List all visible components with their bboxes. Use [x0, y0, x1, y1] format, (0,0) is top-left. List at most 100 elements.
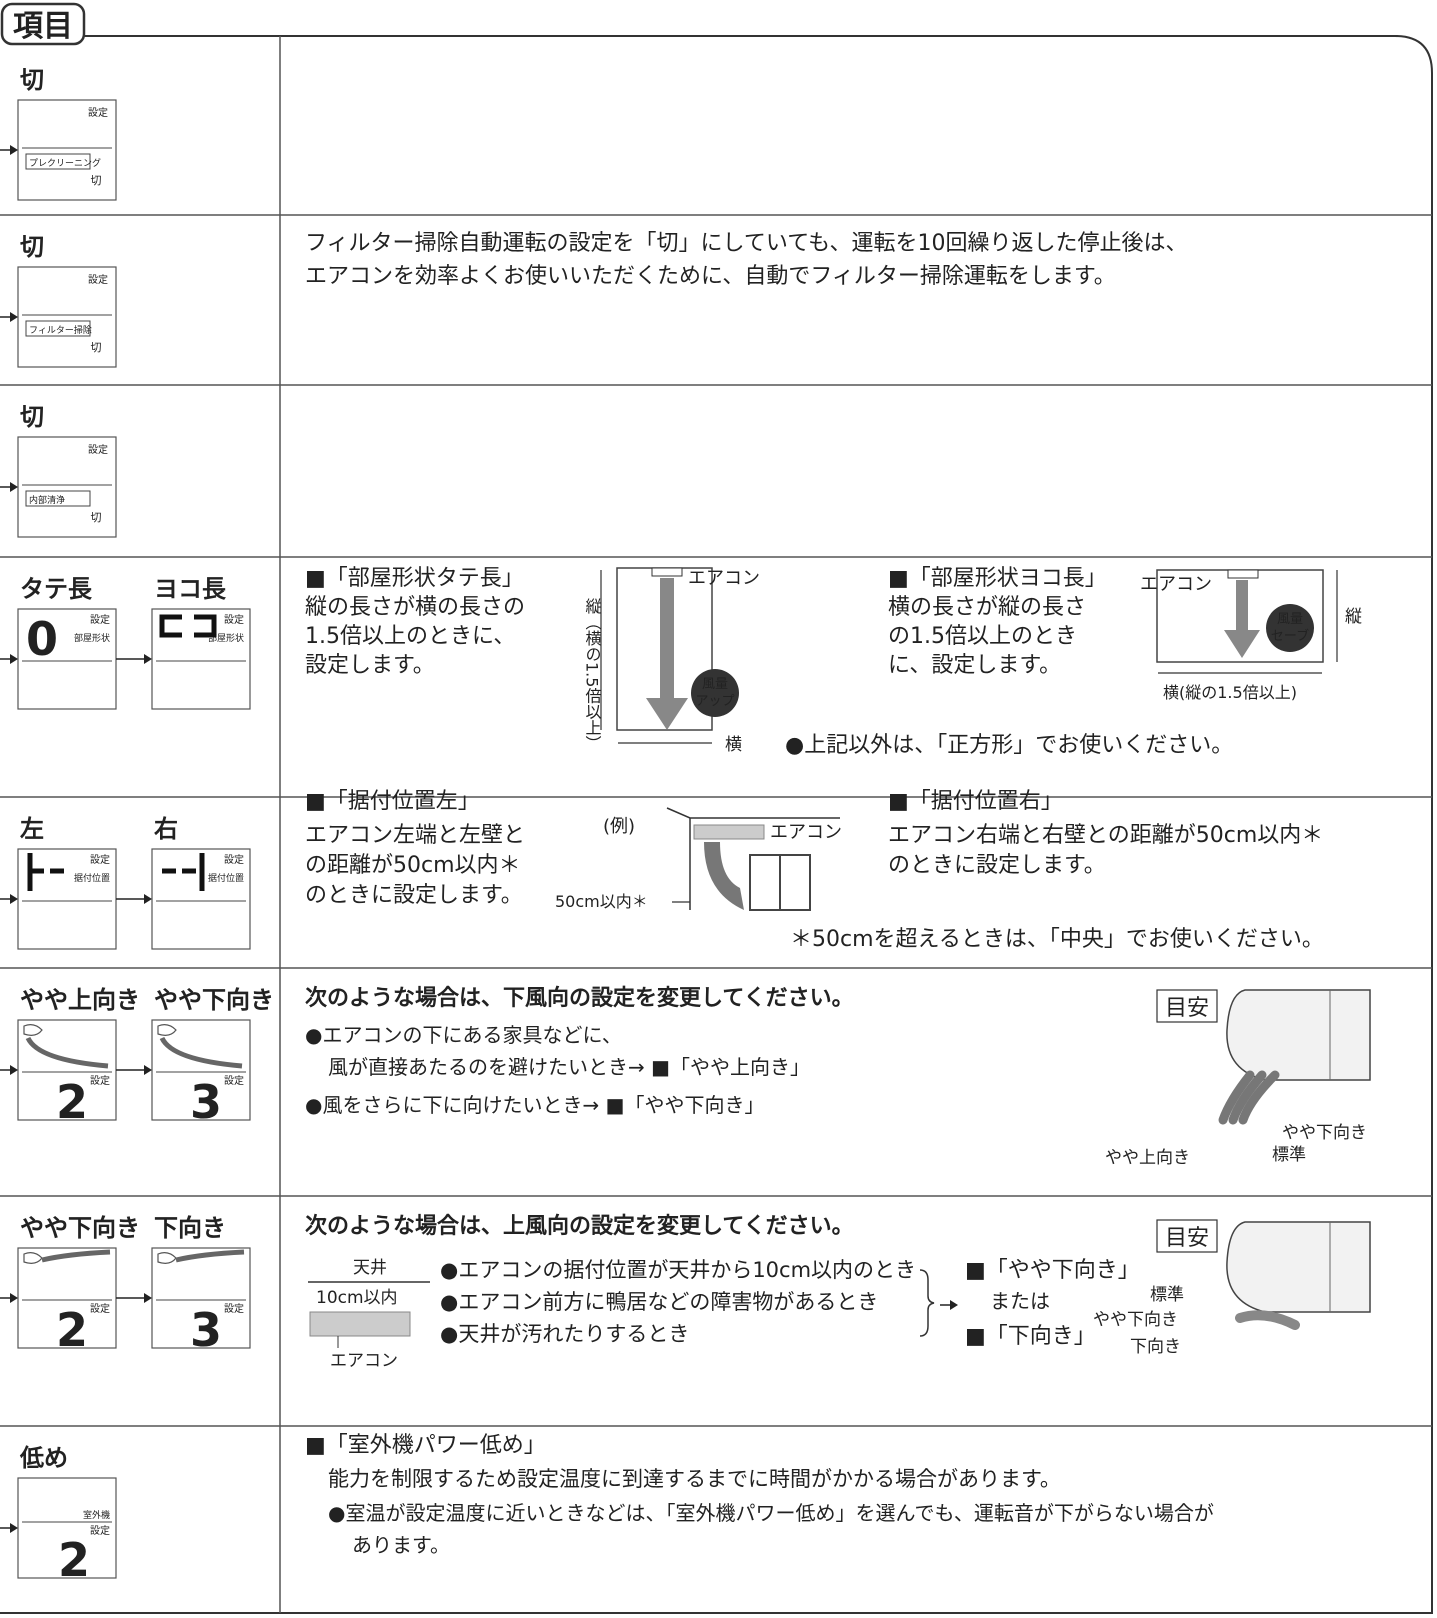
airflow-arrow [704, 842, 744, 910]
diagram-label: 天井 [353, 1258, 387, 1278]
lcd-text: 設定 [224, 1075, 244, 1087]
setting-label: 切 [20, 66, 44, 94]
lcd-text: プレクリーニング [29, 157, 101, 169]
lcd-text: 設定 [90, 614, 110, 626]
setting-label: 切 [20, 233, 44, 261]
description: 能力を制限するため設定温度に到達するまでに時間がかかる場合があります。 [328, 1467, 1061, 1491]
setting-label: 切 [20, 403, 44, 431]
bullet: ●風をさらに下に向けたいとき→ ■「やや下向き」 [305, 1093, 764, 1117]
setting-label: やや下向き [20, 1214, 140, 1242]
lcd-text: 設定 [90, 854, 110, 866]
description: の1.5倍以上のとき [888, 624, 1077, 649]
lcd-tag [25, 153, 91, 170]
header-box [0, 2, 86, 46]
guide-box [1156, 1219, 1218, 1253]
diagram-label: エアコン [330, 1351, 398, 1371]
description: 縦の長さが横の長さの [305, 595, 525, 620]
lcd-text: 設定 [224, 1303, 244, 1315]
airflow-arrow [646, 578, 688, 730]
description: 横の長さが縦の長さ [888, 595, 1086, 620]
lcd-text: 設定 [224, 614, 244, 626]
lcd-text: 設定 [88, 274, 108, 286]
description: 1.5倍以上のときに、 [305, 624, 515, 649]
diagram-label: 縦 [1345, 607, 1362, 627]
bullet: ●室温が設定温度に近いときなどは、「室外機パワー低め」を選んでも、運転音が下がら… [328, 1501, 1214, 1525]
lcd-digit: 2 [56, 1303, 88, 1357]
badge-text: 風量 [1277, 612, 1303, 627]
lcd-text: 切 [91, 341, 102, 354]
lcd-panel [151, 608, 251, 710]
position-label: やや下向き [1093, 1310, 1178, 1330]
arrow-head [10, 1523, 18, 1533]
lcd-panel [17, 266, 117, 368]
wall [666, 807, 840, 910]
lcd-digit: 2 [58, 1533, 90, 1587]
guide-label: 目安 [1165, 996, 1209, 1021]
badge [691, 669, 739, 717]
lcd-panel [151, 1247, 251, 1349]
badge [1266, 604, 1314, 652]
lcd-text: 部屋形状 [74, 632, 110, 644]
diagram-label: 横 [725, 735, 742, 755]
lcd-panel [17, 1477, 117, 1579]
position-label: やや上向き [1105, 1148, 1190, 1168]
option-heading: ■「部屋形状ヨコ長」 [888, 566, 1107, 591]
bullet: 風が直接あたるのを避けたいとき→ ■「やや上向き」 [328, 1055, 810, 1079]
setting-label: 右 [154, 815, 178, 843]
description: エアコン左端と左壁と [305, 823, 525, 848]
option-heading: ■「部屋形状タテ長」 [305, 566, 524, 591]
lcd-panel [17, 99, 117, 201]
lcd-text: 設定 [88, 107, 108, 119]
lcd-digit: 0 [26, 612, 58, 666]
lcd-flap [159, 1036, 243, 1069]
badge-text: アップ [695, 694, 734, 709]
setting-label: 下向き [154, 1214, 226, 1242]
section-heading: 次のような場合は、下風向の設定を変更してください。 [305, 985, 854, 1011]
lcd-text: 設定 [90, 1303, 110, 1315]
lcd-text: フィルター掃除 [29, 324, 92, 336]
badge-text: 風量 [702, 677, 728, 692]
aircon-side [1226, 1221, 1371, 1313]
diagram-label: 横(縦の1.5倍以上) [1163, 683, 1297, 702]
lcd-panel [17, 1247, 117, 1349]
diagram-label: エアコン [770, 822, 842, 843]
diagram-label: 50cm以内＊ [555, 892, 648, 911]
option-result: ■「やや下向き」 [965, 1258, 1140, 1283]
description: のときに設定します。 [305, 883, 523, 908]
lcd-tag [25, 490, 91, 507]
option-heading: ■「据付位置左」 [305, 789, 480, 814]
description: フィルター掃除自動運転の設定を「切」にしていても、運転を10回繰り返した停止後は… [305, 231, 1187, 256]
lcd-digit: 3 [190, 1303, 222, 1357]
setting-label: タテ長 [20, 575, 92, 603]
lcd-flap [175, 1249, 245, 1263]
lcd-text: 据付位置 [74, 872, 110, 884]
lcd-text: 切 [91, 174, 102, 187]
lcd-flap [41, 1249, 111, 1263]
aircon-icon [309, 1311, 411, 1337]
lcd-fan-icon [23, 1024, 43, 1036]
arrow-head [10, 654, 18, 664]
bullet: ●エアコンの下にある家具などに、 [305, 1023, 622, 1047]
flap [1228, 1070, 1267, 1125]
option-result: ■「下向き」 [965, 1324, 1096, 1349]
diagram-label: (例) [603, 816, 635, 837]
lcd-flap [25, 1036, 109, 1069]
description: の距離が50cm以内＊ [305, 853, 521, 878]
guide-box [1156, 989, 1218, 1023]
lcd-panel [17, 848, 117, 950]
lcd-text: 内部清浄 [29, 494, 65, 506]
arrow-head [144, 1293, 152, 1303]
setting-label: やや上向き [20, 986, 140, 1014]
aircon-icon [1227, 569, 1259, 579]
lcd-digit: 2 [56, 1075, 88, 1129]
arrow-head [10, 482, 18, 492]
arrow-head [10, 894, 18, 904]
aircon-icon [693, 824, 765, 840]
description: エアコン右端と右壁との距離が50cm以内＊ [888, 823, 1323, 848]
bullet: ●天井が汚れたりするとき [440, 1322, 689, 1346]
airflow-arrow [1224, 580, 1260, 658]
flap [1235, 1310, 1300, 1330]
